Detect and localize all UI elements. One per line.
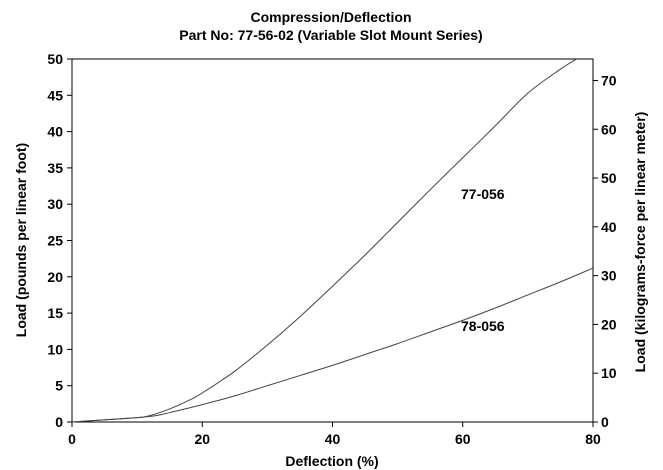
y-tick-label: 50 [47, 51, 63, 67]
chart-title: Compression/Deflection [250, 9, 411, 25]
y-axis-left-label: Load (pounds per linear foot) [13, 143, 29, 337]
y-tick-label: 0 [55, 414, 63, 430]
x-tick-label: 40 [325, 431, 341, 447]
y-right-tick-label: 10 [601, 365, 617, 381]
y-right-tick-label: 70 [601, 72, 617, 88]
series-label-77-056: 77-056 [461, 186, 505, 202]
y-right-tick-label: 20 [601, 316, 617, 332]
y-axis-right: 0 10 20 30 40 50 60 70 [593, 72, 617, 430]
y-tick-label: 45 [47, 87, 63, 103]
x-axis-label: Deflection (%) [285, 453, 378, 469]
y-tick-label: 40 [47, 124, 63, 140]
y-tick-label: 25 [47, 233, 63, 249]
plot-frame [71, 58, 594, 423]
y-tick-label: 30 [47, 196, 63, 212]
y-tick-label: 15 [47, 305, 63, 321]
y-axis-left: 0 5 10 15 20 25 30 35 40 45 50 [47, 51, 72, 430]
x-tick-label: 0 [68, 431, 76, 447]
y-tick-label: 10 [47, 341, 63, 357]
chart-subtitle: Part No: 77-56-02 (Variable Slot Mount S… [179, 27, 482, 43]
y-right-tick-label: 0 [601, 414, 609, 430]
y-right-tick-label: 60 [601, 121, 617, 137]
y-right-tick-label: 30 [601, 268, 617, 284]
series-line-77-056 [71, 58, 577, 423]
x-axis: 0 20 40 60 80 [68, 422, 601, 447]
series-lines [71, 58, 594, 423]
y-tick-label: 5 [55, 378, 63, 394]
x-tick-label: 60 [455, 431, 471, 447]
series-label-78-056: 78-056 [461, 318, 505, 334]
x-tick-label: 20 [194, 431, 210, 447]
y-axis-right-label: Load (kilograms-force per linear meter) [632, 112, 648, 373]
series-line-78-056 [71, 267, 594, 423]
x-tick-label: 80 [585, 431, 601, 447]
y-right-tick-label: 40 [601, 219, 617, 235]
y-tick-label: 20 [47, 269, 63, 285]
y-right-tick-label: 50 [601, 170, 617, 186]
y-tick-label: 35 [47, 160, 63, 176]
